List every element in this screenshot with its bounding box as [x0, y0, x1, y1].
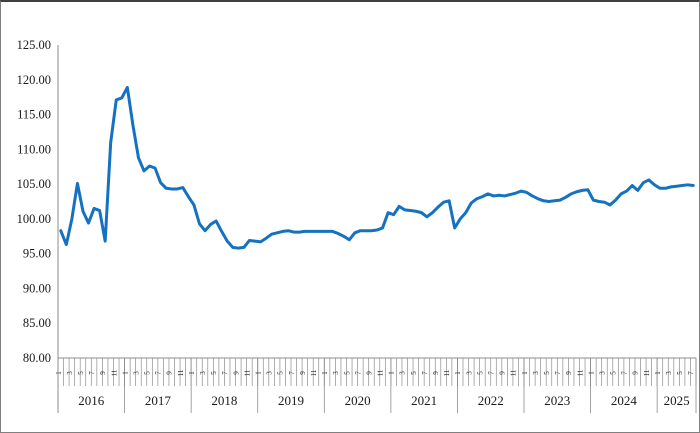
- year-label: 2018: [211, 393, 237, 408]
- month-tick-label: 3: [132, 371, 140, 375]
- month-tick-label: 9: [365, 371, 373, 375]
- month-tick-label: 11: [576, 369, 584, 376]
- y-axis-label: 90.00: [23, 281, 51, 295]
- month-tick-label: 9: [499, 371, 507, 375]
- month-tick-label: 9: [632, 371, 640, 375]
- month-tick-label: 7: [554, 371, 562, 375]
- month-tick-label: 5: [543, 371, 551, 375]
- month-tick-label: 5: [610, 371, 618, 375]
- y-axis-label: 105.00: [17, 177, 51, 191]
- month-tick-label: 3: [266, 371, 274, 375]
- year-label: 2023: [544, 393, 570, 408]
- month-tick-label: 9: [166, 371, 174, 375]
- month-tick-label: 7: [621, 371, 629, 375]
- year-label: 2021: [411, 393, 437, 408]
- month-tick-label: 9: [232, 371, 240, 375]
- year-label: 2016: [78, 393, 105, 408]
- month-tick-label: 3: [532, 371, 540, 375]
- month-tick-label: 9: [299, 371, 307, 375]
- month-tick-label: 1: [654, 371, 662, 375]
- month-tick-label: 1: [254, 371, 262, 375]
- month-tick-label: 1: [587, 371, 595, 375]
- y-axis-label: 110.00: [17, 142, 51, 156]
- month-tick-label: 1: [454, 371, 462, 375]
- month-tick-label: 5: [410, 371, 418, 375]
- month-tick-label: 7: [221, 371, 229, 375]
- month-tick-label: 9: [432, 371, 440, 375]
- month-tick-label: 3: [199, 371, 207, 375]
- year-label: 2019: [278, 393, 304, 408]
- month-tick-label: 7: [354, 371, 362, 375]
- month-tick-label: 7: [88, 371, 96, 375]
- month-tick-label: 7: [421, 371, 429, 375]
- month-tick-label: 11: [177, 369, 185, 376]
- month-tick-label: 5: [476, 371, 484, 375]
- month-tick-label: 5: [210, 371, 218, 375]
- month-tick-label: 5: [77, 371, 85, 375]
- month-tick-label: 7: [488, 371, 496, 375]
- month-tick-label: 7: [155, 371, 163, 375]
- month-tick-label: 9: [565, 371, 573, 375]
- month-tick-label: 7: [687, 371, 695, 375]
- month-tick-label: 3: [399, 371, 407, 375]
- y-axis-label: 85.00: [23, 316, 51, 330]
- year-label: 2024: [611, 393, 638, 408]
- month-tick-label: 11: [243, 369, 251, 376]
- month-tick-label: 1: [321, 371, 329, 375]
- month-tick-label: 11: [110, 369, 118, 376]
- month-tick-label: 3: [465, 371, 473, 375]
- month-tick-label: 5: [277, 371, 285, 375]
- y-axis-label: 80.00: [23, 351, 51, 365]
- data-series-line: [59, 85, 695, 250]
- year-label: 2017: [145, 393, 172, 408]
- month-tick-label: 11: [443, 369, 451, 376]
- month-tick-label: 1: [388, 371, 396, 375]
- month-tick-label: 3: [665, 371, 673, 375]
- month-tick-label: 3: [66, 371, 74, 375]
- month-tick-label: 3: [598, 371, 606, 375]
- month-tick-label: 11: [510, 369, 518, 376]
- month-tick-label: 9: [99, 371, 107, 375]
- y-axis-label: 115.00: [17, 108, 51, 122]
- month-tick-label: 1: [521, 371, 529, 375]
- month-tick-label: 1: [121, 371, 129, 375]
- year-label: 2022: [478, 393, 504, 408]
- month-tick-label: 5: [676, 371, 684, 375]
- month-tick-label: 7: [288, 371, 296, 375]
- y-axis-label: 95.00: [23, 247, 51, 261]
- year-label: 2020: [345, 393, 371, 408]
- y-axis-label: 120.00: [17, 73, 51, 87]
- month-tick-label: 1: [55, 371, 63, 375]
- month-tick-label: 11: [643, 369, 651, 376]
- month-tick-label: 11: [377, 369, 385, 376]
- month-tick-label: 11: [310, 369, 318, 376]
- month-tick-label: 3: [332, 371, 340, 375]
- y-axis-label: 125.00: [17, 38, 51, 52]
- month-tick-label: 5: [343, 371, 351, 375]
- month-tick-label: 1: [188, 371, 196, 375]
- year-label: 2025: [664, 393, 690, 408]
- month-tick-label: 5: [144, 371, 152, 375]
- y-axis-label: 100.00: [17, 212, 51, 226]
